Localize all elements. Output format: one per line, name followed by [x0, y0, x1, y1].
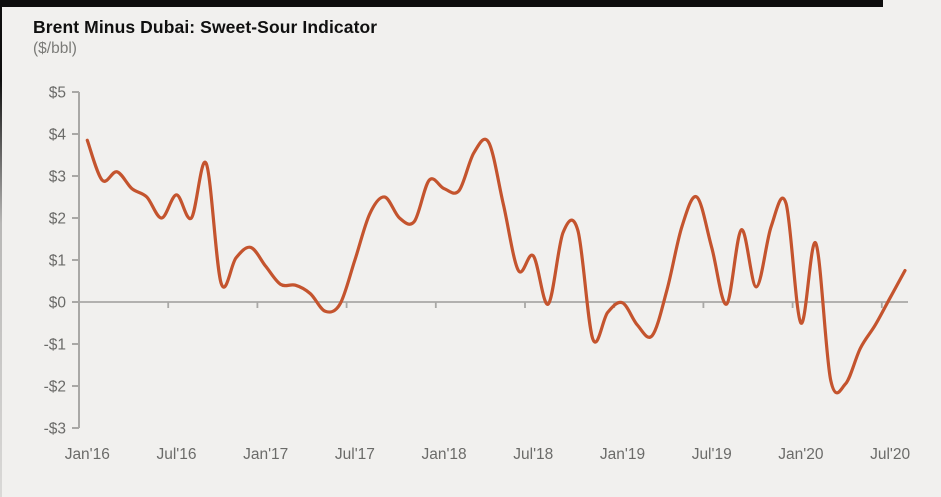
y-tick-label: $2	[49, 211, 66, 228]
x-tick-label: Jan'20	[778, 446, 824, 463]
y-tick-label: -$3	[44, 421, 66, 438]
x-tick-label: Jul'18	[513, 446, 553, 463]
top-rule	[0, 0, 883, 7]
y-tick-label: $3	[49, 169, 66, 186]
y-tick-label: $4	[49, 127, 67, 144]
x-tick-label: Jan'18	[421, 446, 466, 463]
left-edge-rule	[0, 0, 2, 497]
x-tick-label: Jan'17	[243, 446, 288, 463]
x-tick-label: Jul'16	[156, 446, 196, 463]
y-tick-label: $1	[49, 253, 66, 270]
y-tick-label: -$2	[44, 379, 66, 396]
chart-title: Brent Minus Dubai: Sweet-Sour Indicator	[33, 17, 378, 37]
x-tick-label: Jan'19	[600, 446, 645, 463]
y-tick-label: -$1	[44, 337, 66, 354]
x-tick-label: Jan'16	[65, 446, 110, 463]
x-tick-label: Jul'19	[692, 446, 732, 463]
y-tick-label: $0	[49, 295, 67, 312]
chart-units-subtitle: ($/bbl)	[33, 40, 77, 57]
y-tick-label: $5	[49, 85, 66, 102]
brent-minus-dubai-line	[85, 137, 907, 395]
x-tick-label: Jul'17	[335, 446, 375, 463]
x-tick-label: Jul'20	[870, 446, 910, 463]
